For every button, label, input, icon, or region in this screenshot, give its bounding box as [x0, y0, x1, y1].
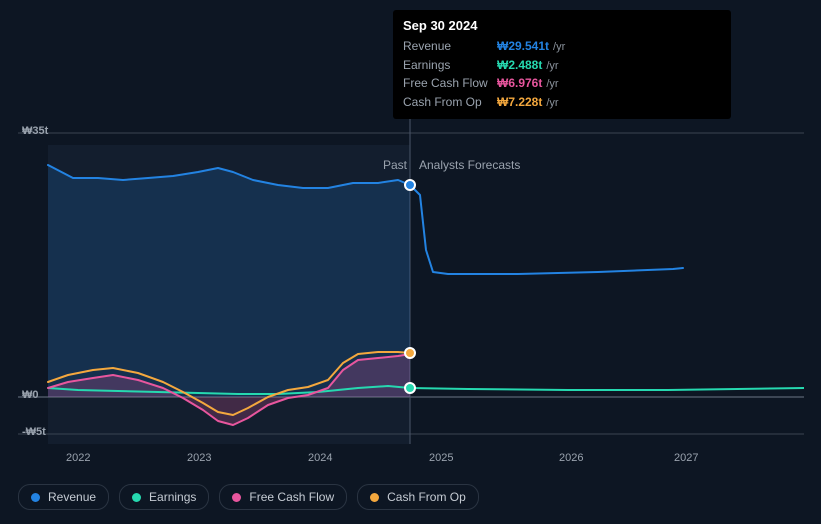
y-axis-label: -₩5t [22, 426, 46, 438]
tooltip-row: Cash From Op₩7.228t/yr [403, 93, 721, 112]
tooltip-unit: /yr [546, 58, 558, 75]
tooltip-value: ₩6.976t [497, 74, 542, 92]
tooltip-label: Cash From Op [403, 93, 497, 111]
legend-item[interactable]: Revenue [18, 484, 109, 510]
legend-label: Cash From Op [387, 490, 466, 504]
tooltip-value: ₩7.228t [497, 93, 542, 111]
x-axis-label: 2024 [308, 452, 332, 464]
legend-label: Free Cash Flow [249, 490, 334, 504]
y-axis-label: ₩0 [22, 389, 39, 401]
tooltip-row: Revenue₩29.541t/yr [403, 37, 721, 56]
tooltip-row: Earnings₩2.488t/yr [403, 56, 721, 75]
y-axis-label: ₩35t [22, 125, 48, 137]
section-label: Past [383, 158, 407, 172]
x-axis-label: 2027 [674, 452, 698, 464]
legend-item[interactable]: Cash From Op [357, 484, 479, 510]
tooltip-label: Earnings [403, 56, 497, 74]
legend-dot-icon [31, 493, 40, 502]
x-axis-label: 2026 [559, 452, 583, 464]
legend-dot-icon [370, 493, 379, 502]
tooltip-unit: /yr [546, 76, 558, 93]
section-label: Analysts Forecasts [419, 158, 520, 172]
tooltip-value: ₩2.488t [497, 56, 542, 74]
tooltip-value: ₩29.541t [497, 37, 549, 55]
legend-item[interactable]: Earnings [119, 484, 209, 510]
legend-dot-icon [132, 493, 141, 502]
tooltip-label: Revenue [403, 37, 497, 55]
legend-dot-icon [232, 493, 241, 502]
tooltip-unit: /yr [553, 39, 565, 56]
tooltip: Sep 30 2024 Revenue₩29.541t/yrEarnings₩2… [393, 10, 731, 119]
x-axis-label: 2022 [66, 452, 90, 464]
legend-label: Earnings [149, 490, 196, 504]
legend: Revenue Earnings Free Cash Flow Cash From O… [18, 484, 479, 510]
x-axis-label: 2023 [187, 452, 211, 464]
legend-label: Revenue [48, 490, 96, 504]
tooltip-unit: /yr [546, 95, 558, 112]
tooltip-row: Free Cash Flow₩6.976t/yr [403, 74, 721, 93]
tooltip-title: Sep 30 2024 [403, 18, 721, 33]
tooltip-label: Free Cash Flow [403, 74, 497, 92]
legend-item[interactable]: Free Cash Flow [219, 484, 347, 510]
x-axis-label: 2025 [429, 452, 453, 464]
